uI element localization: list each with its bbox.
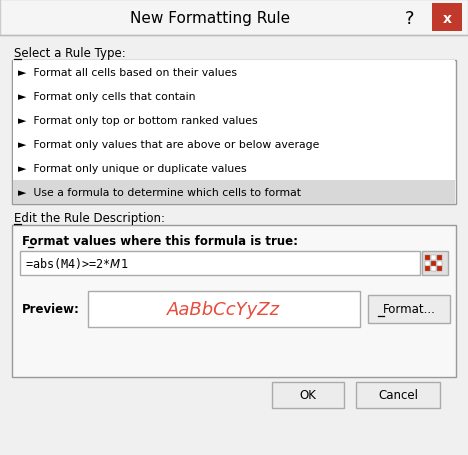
Text: ►  Format only unique or duplicate values: ► Format only unique or duplicate values: [18, 164, 247, 174]
Bar: [432, 4, 462, 32]
Text: ►  Format only cells that contain: ► Format only cells that contain: [18, 92, 196, 102]
Bar: [437, 267, 442, 271]
Text: Format...: Format...: [382, 303, 435, 316]
Bar: [425, 267, 430, 271]
Bar: [88, 291, 360, 327]
Bar: [272, 382, 344, 408]
Text: ►  Format only top or bottom ranked values: ► Format only top or bottom ranked value…: [18, 116, 257, 126]
Text: New Formatting Rule: New Formatting Rule: [130, 11, 290, 26]
Bar: [356, 382, 440, 408]
Bar: [431, 261, 436, 266]
Bar: [431, 267, 436, 271]
Bar: [20, 252, 420, 275]
Bar: [13, 61, 455, 85]
Bar: [0, 0, 468, 36]
Bar: [437, 261, 442, 266]
Text: x: x: [443, 12, 452, 26]
Bar: [13, 133, 455, 157]
Text: ►  Format all cells based on their values: ► Format all cells based on their values: [18, 68, 237, 78]
Text: Cancel: Cancel: [378, 389, 418, 402]
Bar: [12, 61, 456, 205]
Text: ►  Use a formula to determine which cells to format: ► Use a formula to determine which cells…: [18, 187, 301, 197]
Bar: [422, 252, 448, 275]
Text: Select a Rule Type:: Select a Rule Type:: [14, 47, 126, 61]
Bar: [368, 295, 450, 324]
Bar: [12, 226, 456, 377]
Text: ?: ?: [405, 10, 415, 28]
Bar: [13, 157, 455, 181]
Bar: [437, 255, 442, 260]
Bar: [425, 261, 430, 266]
Text: Format values where this formula is true:: Format values where this formula is true…: [22, 235, 298, 248]
Bar: [431, 255, 436, 260]
Bar: [13, 109, 455, 133]
Text: =abs(M4)>=2*$M$1: =abs(M4)>=2*$M$1: [25, 256, 128, 271]
Text: OK: OK: [300, 389, 316, 402]
Text: ►  Format only values that are above or below average: ► Format only values that are above or b…: [18, 140, 319, 150]
Bar: [13, 85, 455, 109]
Text: Edit the Rule Description:: Edit the Rule Description:: [14, 212, 165, 225]
Bar: [13, 181, 455, 205]
Text: Preview:: Preview:: [22, 303, 80, 316]
Text: AaBbCcYyZz: AaBbCcYyZz: [168, 300, 280, 318]
Bar: [425, 255, 430, 260]
